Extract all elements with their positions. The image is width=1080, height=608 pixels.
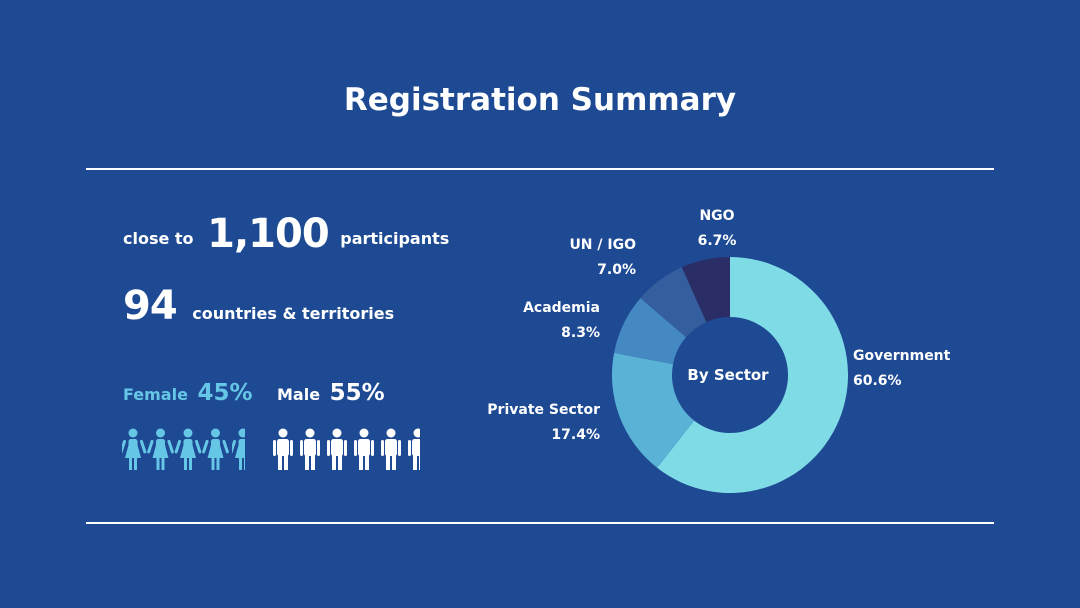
male-person-icon (354, 428, 374, 470)
countries-stat: 94 countries & territories (123, 283, 394, 329)
slice-label-0: Government (853, 348, 951, 364)
slice-4 (681, 257, 730, 323)
slice-label-4: NGO (699, 208, 734, 224)
slice-label-3: UN / IGO (569, 237, 636, 253)
female-person-icon (147, 428, 174, 470)
slice-3 (640, 267, 707, 338)
female-person-icon (174, 428, 202, 470)
bottom-divider (86, 522, 994, 524)
slice-label-1: Private Sector (487, 402, 600, 418)
female-person-icon (232, 428, 245, 470)
female-percent: 45% (197, 380, 253, 406)
slice-value-0: 60.6% (853, 373, 902, 389)
male-person-icon (408, 428, 420, 470)
male-stat: Male 55% (277, 380, 385, 406)
male-label: Male (277, 385, 321, 404)
sector-donut-chart: Government 60.6% Private Sector 17.4% Academ… (487, 208, 951, 493)
female-person-icon (122, 428, 147, 470)
slice-value-4: 6.7% (698, 233, 737, 249)
slice-value-3: 7.0% (597, 262, 636, 278)
participants-stat: close to 1,100 participants (123, 208, 450, 257)
male-person-icon (273, 428, 293, 470)
female-stat: Female 45% (123, 380, 253, 406)
participants-prefix: close to (123, 229, 194, 248)
slice-2 (614, 298, 687, 365)
female-label: Female (123, 385, 188, 404)
male-icons (273, 428, 420, 470)
slice-value-1: 17.4% (551, 427, 600, 443)
countries-suffix: countries & territories (192, 304, 395, 323)
female-person-icon (202, 428, 229, 470)
participants-suffix: participants (340, 229, 450, 248)
female-icon-row (122, 428, 252, 472)
male-icon-row (272, 428, 427, 472)
slice-0 (657, 257, 848, 493)
slice-1 (612, 352, 695, 468)
male-person-icon (327, 428, 347, 470)
female-icons (122, 428, 245, 470)
slice-label-2: Academia (523, 300, 600, 316)
top-divider (86, 168, 994, 170)
participants-value: 1,100 (207, 211, 330, 257)
male-person-icon (300, 428, 320, 470)
page-title: Registration Summary (343, 82, 737, 118)
male-percent: 55% (329, 380, 385, 406)
countries-value: 94 (123, 283, 178, 329)
chart-center-label: By Sector (687, 366, 769, 384)
male-person-icon (381, 428, 401, 470)
slice-value-2: 8.3% (561, 325, 600, 341)
